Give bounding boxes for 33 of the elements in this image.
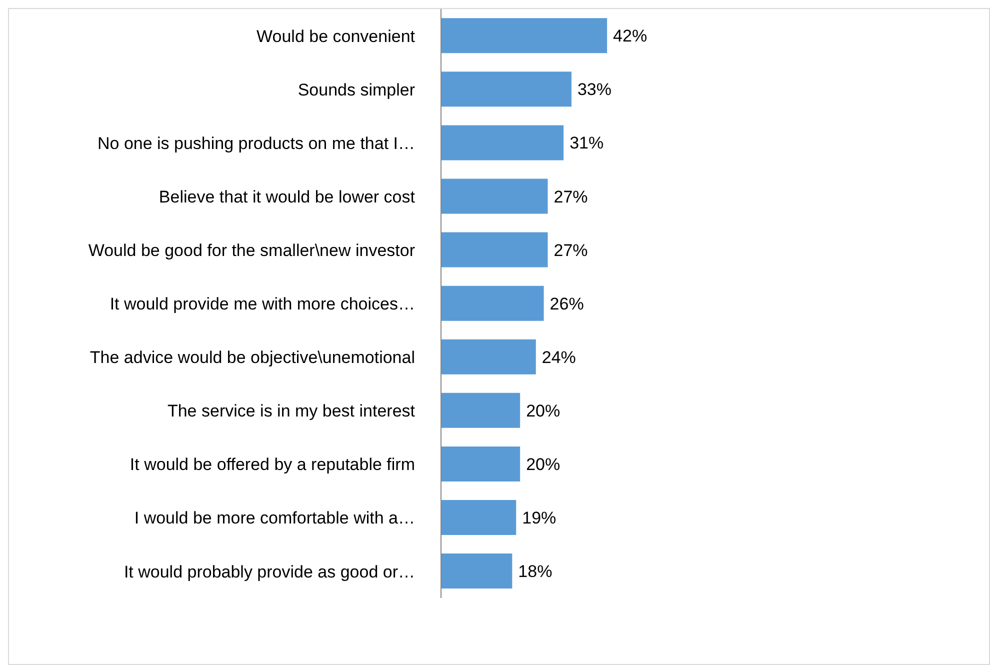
data-label: 26%: [550, 294, 584, 314]
y-tick-label: It would probably provide as good or…: [124, 562, 415, 582]
bar: [441, 18, 608, 54]
bar: [441, 339, 536, 374]
data-label: 20%: [526, 455, 560, 474]
bar: [441, 125, 564, 160]
bar: [441, 178, 548, 214]
bar: [441, 446, 520, 482]
data-label: 24%: [542, 348, 576, 367]
bar: [441, 554, 512, 589]
data-label: 31%: [570, 134, 604, 153]
data-label: 27%: [554, 240, 588, 260]
y-tick-label: The service is in my best interest: [167, 402, 416, 421]
data-label: 27%: [554, 187, 588, 206]
y-tick-label: No one is pushing products on me that I…: [97, 134, 415, 153]
data-label: 18%: [518, 562, 552, 582]
y-tick-label: It would be offered by a reputable firm: [130, 455, 415, 474]
data-label: 19%: [522, 508, 556, 528]
y-tick-label: Believe that it would be lower cost: [158, 187, 416, 206]
data-label: 42%: [613, 26, 648, 46]
bar: [441, 232, 548, 268]
bar: [441, 392, 520, 428]
bar: [441, 500, 516, 536]
data-label: 33%: [577, 80, 612, 100]
y-tick-label: It would provide me with more choices…: [110, 294, 415, 314]
y-tick-label: The advice would be objective\unemotional: [90, 348, 415, 368]
y-tick-label: I would be more comfortable with a…: [134, 508, 415, 528]
bar: [441, 72, 572, 107]
y-tick-label: Would be convenient: [256, 26, 416, 46]
bar: [441, 286, 544, 321]
y-tick-label: Would be good for the smaller\new investor: [88, 240, 416, 260]
data-label: 20%: [526, 401, 560, 420]
y-tick-label: Sounds simpler: [298, 80, 416, 100]
